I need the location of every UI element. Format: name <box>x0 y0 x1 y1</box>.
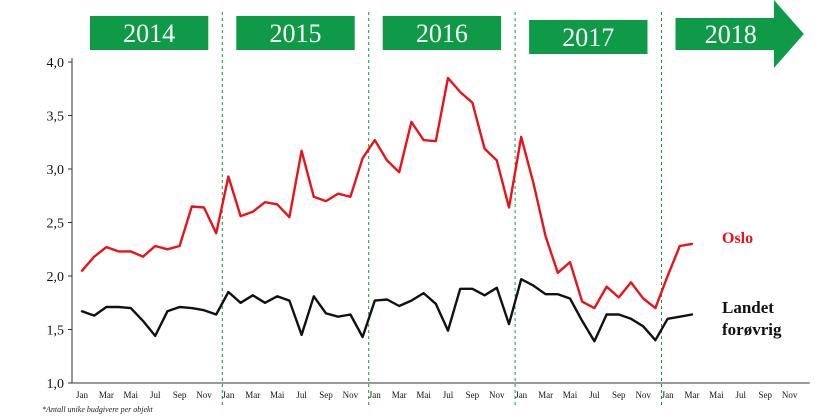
year-banner-box <box>236 16 355 50</box>
y-tick-label: 2,0 <box>47 270 65 285</box>
year-banner-label: 2017 <box>562 23 614 52</box>
x-tick-label: Mai <box>416 390 431 400</box>
year-banner-arrow <box>675 0 804 68</box>
x-tick-label: Mar <box>99 390 114 400</box>
x-tick-label: Jul <box>443 390 454 400</box>
x-tick-label: Jul <box>736 390 747 400</box>
x-tick-label: Nov <box>782 390 798 400</box>
x-tick-label: Sep <box>319 390 333 400</box>
series-line-landet-forøvrig <box>80 278 694 343</box>
year-banners: 2014 2015 2016 2017 2018 <box>89 0 804 68</box>
x-tick-label: Nov <box>635 390 651 400</box>
y-tick-label: 3,0 <box>47 163 65 178</box>
year-banner-2016: 2016 <box>382 16 502 50</box>
x-tick-label: Nov <box>196 390 212 400</box>
x-tick-label: Sep <box>466 390 480 400</box>
x-axis-ticks: Jan Mar Mai Jul Sep Nov Jan Mar Mai Jul Sep Nov Jan M… <box>76 390 798 400</box>
axes <box>71 58 810 384</box>
series-label-oslo: Oslo <box>722 230 753 247</box>
x-tick-label: Jan <box>76 390 88 400</box>
x-tick-label: Mai <box>124 390 139 400</box>
year-banner-2014: 2014 <box>89 16 209 50</box>
footnote: *Antall unike budgivere per objekt <box>42 405 153 414</box>
year-banner-label: 2015 <box>270 19 322 48</box>
year-banner-2017: 2017 <box>529 20 648 54</box>
x-tick-label: Nov <box>343 390 359 400</box>
y-tick-label: 2,5 <box>47 217 65 232</box>
x-tick-label: Nov <box>489 390 505 400</box>
year-banner-2015: 2015 <box>236 16 355 50</box>
x-tick-label: Mar <box>392 390 407 400</box>
x-tick-label: Mar <box>538 390 553 400</box>
year-banner-2018: 2018 <box>675 0 804 68</box>
x-tick-label: Jul <box>150 390 161 400</box>
year-banner-box <box>382 16 502 50</box>
year-divider-lines <box>221 12 662 405</box>
x-tick-label: Mai <box>270 390 285 400</box>
y-tick-label: 3,5 <box>47 110 65 125</box>
y-tick-label: 4,0 <box>47 56 65 71</box>
x-tick-label: Jul <box>296 390 307 400</box>
series-label-forovrig: forøvrig <box>722 320 782 339</box>
x-tick-label: Jan <box>369 390 381 400</box>
x-tick-label: Jan <box>222 390 234 400</box>
series-labels: Oslo Landet forøvrig <box>722 230 782 339</box>
series-label-landet: Landet <box>722 298 774 317</box>
series-line-oslo <box>80 76 694 310</box>
series-lines <box>80 76 694 343</box>
y-axis-ticks: 1,0 1,5 2,0 2,5 3,0 3,5 4,0 <box>47 56 72 392</box>
year-banner-box <box>89 16 209 50</box>
y-tick-label: 1,0 <box>47 377 65 392</box>
x-tick-label: Sep <box>173 390 187 400</box>
x-tick-label: Sep <box>758 390 772 400</box>
year-banner-label: 2016 <box>416 19 468 48</box>
x-tick-label: Mai <box>563 390 578 400</box>
x-tick-label: Jul <box>589 390 600 400</box>
x-tick-label: Mai <box>709 390 724 400</box>
year-banner-label: 2014 <box>123 19 175 48</box>
x-tick-label: Sep <box>612 390 626 400</box>
y-tick-label: 1,5 <box>47 324 65 339</box>
x-tick-label: Jan <box>515 390 527 400</box>
year-banner-box <box>529 20 648 54</box>
x-tick-label: Jan <box>662 390 674 400</box>
x-tick-label: Mar <box>245 390 260 400</box>
x-tick-label: Mar <box>685 390 700 400</box>
year-banner-label: 2018 <box>705 20 757 49</box>
